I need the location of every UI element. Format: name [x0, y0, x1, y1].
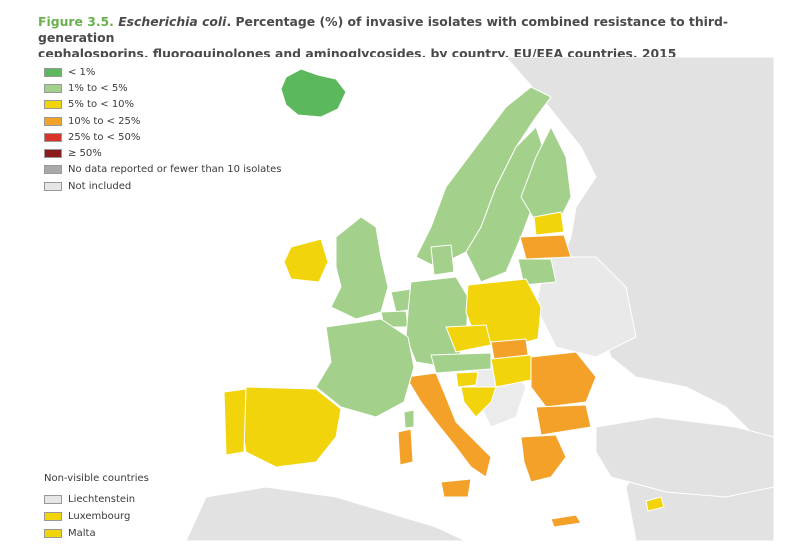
non-visible-title: Non-visible countries: [44, 473, 149, 484]
country-portugal: [223, 388, 247, 456]
country-sicily: [440, 478, 472, 498]
lt1-swatch: [44, 67, 62, 77]
legend-label: 5% to < 10%: [68, 99, 135, 111]
legend-label: < 1%: [68, 66, 96, 78]
country-sardinia: [397, 428, 414, 466]
country-iceland: [280, 68, 347, 118]
legend-item: 25% to < 50%: [44, 129, 282, 145]
country-ireland: [283, 238, 329, 283]
country-denmark: [430, 244, 455, 276]
country-estonia: [533, 211, 565, 236]
legend-label: No data reported or fewer than 10 isolat…: [68, 164, 282, 176]
country-austria: [430, 352, 492, 374]
luxembourg-swatch: [44, 512, 62, 521]
1to5-swatch: [44, 83, 62, 93]
europe-map: [36, 57, 774, 541]
country-bulgaria: [535, 404, 592, 436]
non-visible-countries: Non-visible countries Liechtenstein Luxe…: [44, 473, 149, 542]
figure-label: Figure 3.5.: [38, 14, 114, 29]
notincluded-swatch: [44, 181, 62, 191]
non-visible-item: Malta: [44, 525, 149, 542]
country-italy: [405, 372, 492, 478]
legend-item: Not included: [44, 178, 282, 194]
land-east-background: [505, 57, 774, 541]
legend-label: Not included: [68, 180, 132, 192]
country-latvia: [519, 234, 572, 260]
country-france: [315, 318, 415, 418]
10to25-swatch: [44, 116, 62, 126]
country-corsica: [403, 409, 415, 429]
country-cyprus: [645, 496, 665, 512]
non-visible-label: Luxembourg: [68, 511, 131, 522]
malta-swatch: [44, 529, 62, 538]
figure-title: Figure 3.5. Escherichia coli. Percentage…: [38, 14, 758, 62]
legend-item: 1% to < 5%: [44, 80, 282, 96]
legend-item: No data reported or fewer than 10 isolat…: [44, 162, 282, 178]
legend-label: 1% to < 5%: [68, 82, 128, 94]
non-visible-item: Luxembourg: [44, 508, 149, 525]
legend-item: 10% to < 25%: [44, 113, 282, 129]
land-north-africa: [185, 486, 467, 541]
non-visible-label: Liechtenstein: [68, 494, 136, 505]
organism-name: Escherichia coli: [118, 14, 227, 29]
liechtenstein-swatch: [44, 495, 62, 504]
country-lithuania: [517, 258, 557, 286]
legend-label: 10% to < 25%: [68, 115, 141, 127]
land-turkey: [595, 416, 774, 498]
title-line1: . Percentage (%) of invasive isolates wi…: [38, 14, 729, 45]
legend-item: 5% to < 10%: [44, 97, 282, 113]
country-romania: [530, 351, 597, 408]
5to10-swatch: [44, 100, 62, 110]
country-czechia: [445, 324, 492, 353]
legend-label: ≥ 50%: [68, 148, 102, 160]
legend: < 1% 1% to < 5% 5% to < 10% 10% to < 25%…: [44, 64, 282, 194]
non-visible-label: Malta: [68, 528, 96, 539]
country-croatia: [460, 386, 497, 418]
country-slovenia: [455, 371, 479, 388]
country-greece: [520, 434, 567, 483]
country-germany: [405, 276, 469, 368]
legend-item: ≥ 50%: [44, 145, 282, 161]
non-visible-item: Liechtenstein: [44, 491, 149, 508]
nodata-swatch: [44, 165, 62, 175]
legend-label: 25% to < 50%: [68, 131, 141, 143]
gte50-swatch: [44, 149, 62, 159]
country-crete: [550, 514, 582, 528]
25to50-swatch: [44, 132, 62, 142]
legend-item: < 1%: [44, 64, 282, 80]
